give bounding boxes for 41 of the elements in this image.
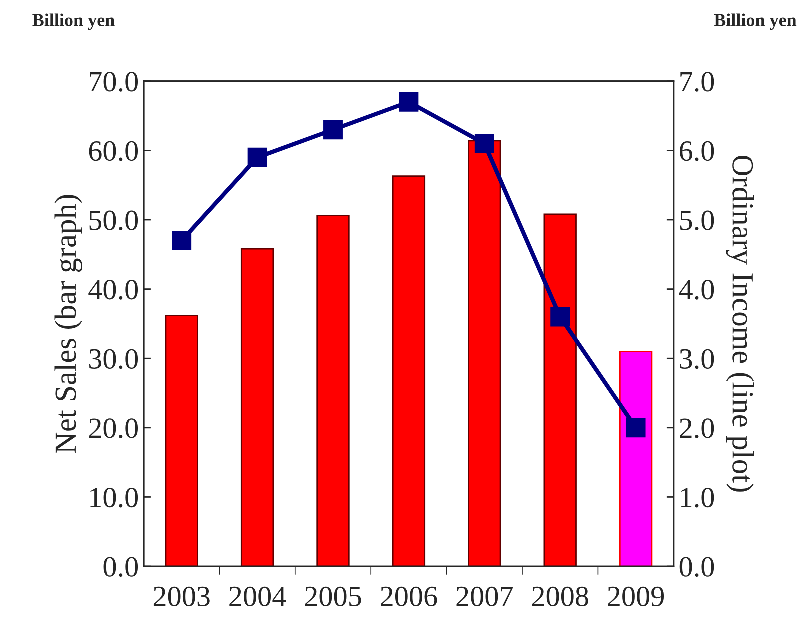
bar (544, 214, 577, 567)
y-tick-label: 60.0 (89, 141, 138, 162)
x-tick-label: 2005 (305, 586, 362, 606)
point (399, 92, 419, 112)
y-tick-label: 40.0 (88, 280, 138, 300)
y2-axis-title: Ordinary Income (line plot) (726, 156, 754, 492)
y-tick-label: 0.0 (104, 557, 138, 578)
bar (316, 215, 350, 567)
y2-tick-label: 0.0 (680, 557, 714, 578)
point (550, 307, 570, 327)
bar (619, 350, 653, 567)
text: Billion yen (714, 14, 797, 30)
bar (240, 248, 274, 567)
y-tick-label: 70.0 (90, 72, 138, 92)
y2-tick-label: 3.0 (680, 349, 714, 370)
x-tick-label: 2009 (608, 586, 664, 606)
bar (165, 314, 198, 567)
y2-tick-label: 1.0 (681, 488, 714, 508)
bar (468, 140, 502, 567)
y-tick-label: 20.0 (89, 418, 138, 438)
y2-tick-label: 7.0 (680, 72, 714, 92)
y-tick-label: 50.0 (90, 210, 138, 231)
bar (392, 176, 426, 567)
y-tick-label: 10.0 (90, 488, 138, 508)
y-tick-label: 30.0 (89, 349, 138, 370)
x-tick-label: 2007 (456, 586, 513, 606)
y2-tick-label: 2.0 (680, 418, 714, 438)
y2-tick-label: 6.0 (680, 141, 714, 162)
point (248, 148, 268, 168)
y-axis-title: Net Sales (bar graph) (54, 195, 83, 454)
y2-tick-label: 4.0 (679, 280, 714, 300)
text: Billion yen (32, 14, 115, 30)
point (172, 231, 192, 251)
point (474, 134, 494, 154)
x-tick-label: 2004 (230, 586, 286, 606)
x-tick-label: 2008 (532, 586, 588, 606)
point (324, 120, 343, 140)
point (626, 418, 646, 438)
y2-tick-label: 5.0 (680, 210, 714, 231)
x-tick-label: 2006 (381, 586, 438, 606)
x-tick-label: 2003 (154, 586, 210, 606)
